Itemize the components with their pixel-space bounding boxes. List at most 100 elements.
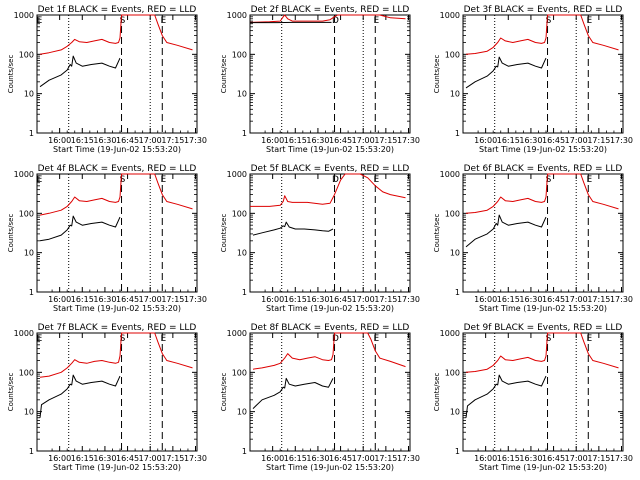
chart-title: Det 6f BLACK = Events, RED = LLD: [464, 164, 623, 174]
x-tick-label: 16:00: [261, 295, 284, 304]
x-tick-label: 17:00: [352, 136, 375, 145]
chart-panel-det-3f: Det 3f BLACK = Events, RED = LLD 1 10 100 10…: [433, 5, 633, 154]
x-tick-label: 17:30: [184, 295, 207, 304]
x-tick-label: 16:15: [497, 136, 520, 145]
chart-panel-det-1f: Det 1f BLACK = Events, RED = LLD 1 10 100 10…: [7, 5, 207, 154]
plot-frame: [462, 173, 624, 293]
y-tick-label: 10: [450, 90, 460, 99]
y-tick-label: 100: [19, 209, 34, 218]
y-tick-label: 10: [450, 249, 460, 258]
x-tick-label: 17:00: [352, 454, 375, 463]
x-tick-label: 17:00: [565, 454, 588, 463]
x-tick-label: 16:00: [261, 136, 284, 145]
x-tick-label: 16:30: [93, 136, 116, 145]
chart-title: Det 7f BLACK = Events, RED = LLD: [38, 323, 197, 333]
x-tick-label: 17:00: [352, 295, 375, 304]
x-tick-label: 17:30: [397, 295, 420, 304]
y-axis-label: Counts/sec: [433, 55, 441, 94]
plot-frame: [249, 173, 411, 293]
x-tick-label: 16:30: [93, 295, 116, 304]
x-tick-label: 16:00: [48, 454, 71, 463]
chart-title: Det 4f BLACK = Events, RED = LLD: [38, 164, 197, 174]
chart-panel-det-6f: Det 6f BLACK = Events, RED = LLD 1 10 100 10…: [433, 164, 633, 313]
x-tick-label: 17:00: [139, 454, 162, 463]
y-tick-label: 10: [24, 408, 34, 417]
x-tick-label: 17:30: [610, 295, 633, 304]
marker-label: D: [332, 175, 339, 185]
x-tick-label: 16:45: [542, 136, 565, 145]
x-tick-label: 17:00: [565, 136, 588, 145]
chart-panel-det-8f: Det 8f BLACK = Events, RED = LLD 1 10 100 10…: [220, 323, 420, 472]
y-tick-label: 100: [232, 50, 247, 59]
marker-label: E: [160, 334, 166, 344]
x-tick-label: 16:00: [48, 136, 71, 145]
x-tick-label: 16:30: [306, 136, 329, 145]
y-tick-label: 10: [450, 408, 460, 417]
x-axis-label: Start Time (19-Jun-02 15:53:20): [479, 304, 607, 313]
chart-title: Det 2f BLACK = Events, RED = LLD: [251, 5, 410, 15]
plot-frame: [36, 14, 198, 134]
y-tick-label: 100: [445, 209, 460, 218]
x-axis-label: Start Time (19-Jun-02 15:53:20): [53, 463, 181, 472]
x-tick-label: 16:15: [71, 136, 94, 145]
lld-series-line: [39, 332, 193, 378]
x-tick-label: 17:15: [374, 136, 397, 145]
events-series-line: [465, 56, 547, 89]
x-tick-label: 17:15: [161, 295, 184, 304]
y-tick-label: 1000: [14, 329, 34, 338]
x-tick-label: 16:15: [284, 136, 307, 145]
x-tick-label: 16:15: [284, 454, 307, 463]
y-axis-label: Counts/sec: [433, 373, 441, 412]
x-tick-label: 16:00: [474, 295, 497, 304]
x-tick-label: 16:00: [474, 454, 497, 463]
y-tick-label: 1000: [440, 170, 460, 179]
y-axis-label: Counts/sec: [433, 214, 441, 253]
x-axis-label: Start Time (19-Jun-02 15:53:20): [479, 145, 607, 154]
y-tick-label: 1: [242, 288, 247, 297]
x-tick-label: 16:30: [306, 454, 329, 463]
y-axis-label: Counts/sec: [7, 373, 15, 412]
marker-label: E: [160, 16, 166, 26]
y-tick-label: 1000: [14, 11, 34, 20]
x-axis-label: Start Time (19-Jun-02 15:53:20): [53, 304, 181, 313]
x-tick-label: 16:00: [261, 454, 284, 463]
lld-series-line: [39, 14, 193, 55]
chart-panel-det-2f: Det 2f BLACK = Events, RED = LLD 1 10 100 10…: [220, 5, 420, 154]
marker-label: E: [373, 175, 379, 185]
y-tick-label: 10: [24, 90, 34, 99]
x-tick-label: 17:00: [139, 136, 162, 145]
marker-label: E: [160, 175, 166, 185]
y-tick-label: 1: [242, 129, 247, 138]
x-tick-label: 17:30: [397, 454, 420, 463]
events-series-line: [39, 55, 121, 88]
y-tick-label: 100: [445, 50, 460, 59]
x-axis-label: Start Time (19-Jun-02 15:53:20): [53, 145, 181, 154]
y-tick-label: 100: [232, 368, 247, 377]
lld-series-line: [252, 332, 406, 370]
plot-frame: [462, 14, 624, 134]
x-tick-label: 17:15: [161, 136, 184, 145]
x-tick-label: 16:30: [93, 454, 116, 463]
chart-panel-det-4f: Det 4f BLACK = Events, RED = LLD 1 10 100 10…: [7, 164, 207, 313]
x-tick-label: 16:45: [329, 454, 352, 463]
marker-label: S: [546, 334, 552, 344]
y-tick-label: 1000: [227, 329, 247, 338]
y-tick-label: 100: [232, 209, 247, 218]
x-tick-label: 16:15: [497, 454, 520, 463]
events-series-line: [465, 374, 547, 418]
x-axis-label: Start Time (19-Jun-02 15:53:20): [479, 463, 607, 472]
y-tick-label: 10: [237, 408, 247, 417]
y-tick-label: 10: [237, 90, 247, 99]
x-tick-label: 16:45: [542, 454, 565, 463]
plot-frame: [249, 332, 411, 452]
plot-frame: [462, 332, 624, 452]
plot-frame: [249, 14, 411, 134]
events-series-line: [252, 377, 334, 409]
marker-label: D: [332, 334, 339, 344]
y-tick-label: 10: [237, 249, 247, 258]
marker-label: S: [546, 175, 552, 185]
chart-title: Det 8f BLACK = Events, RED = LLD: [251, 323, 410, 333]
y-tick-label: 10: [24, 249, 34, 258]
y-tick-label: 1: [29, 288, 34, 297]
x-tick-label: 17:00: [139, 295, 162, 304]
